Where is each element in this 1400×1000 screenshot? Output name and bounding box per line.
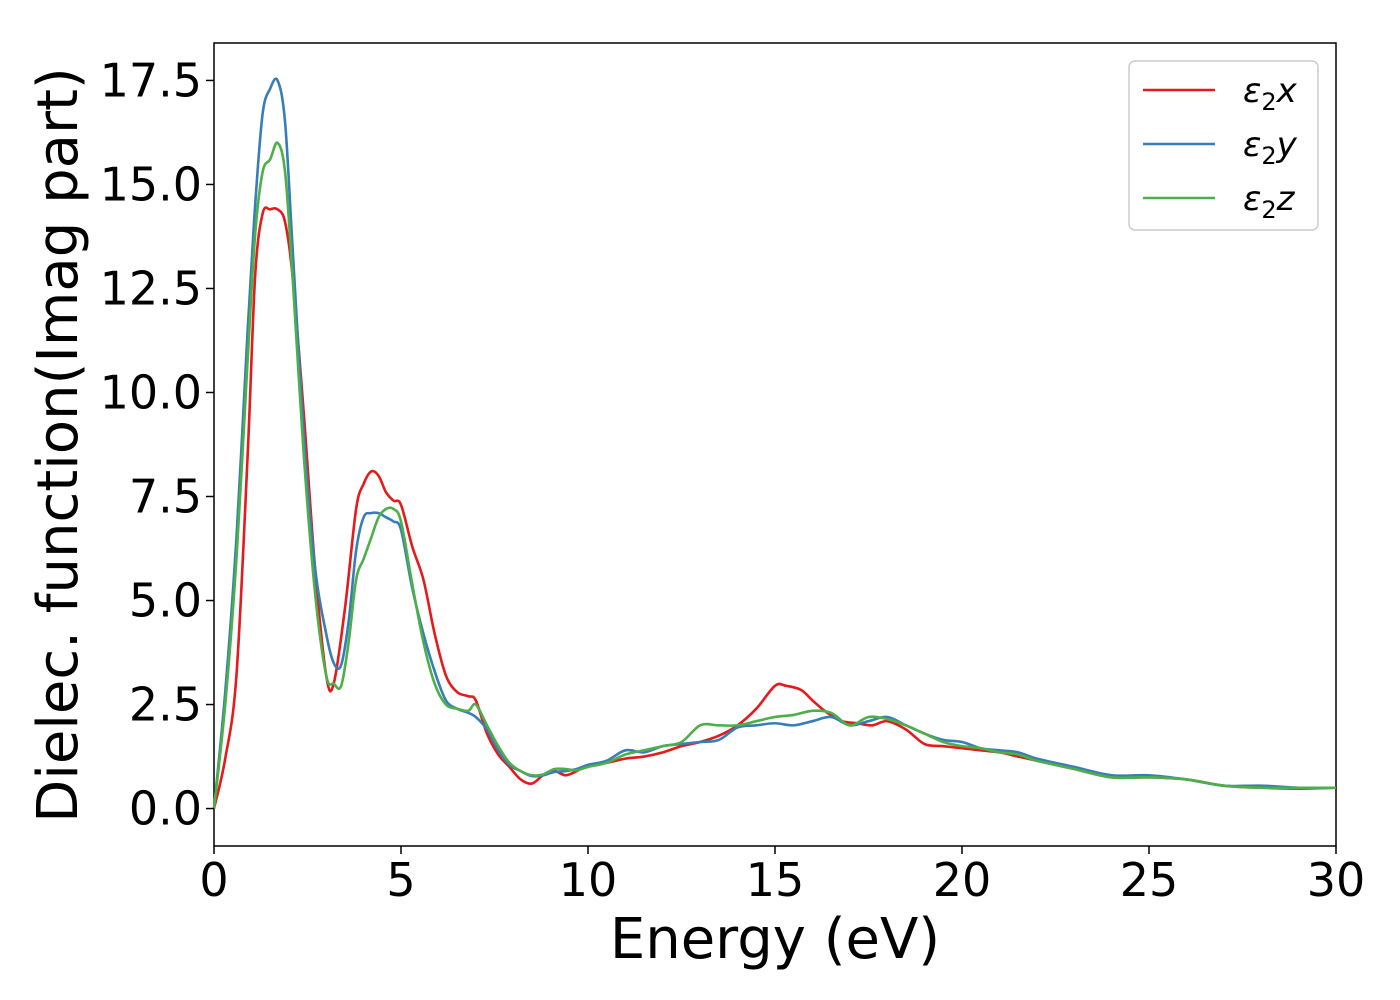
x-tick-label: 20 — [933, 853, 992, 907]
series-line-3 — [212, 141, 1336, 809]
y-tick-label: 7.5 — [129, 470, 202, 524]
series-layer — [212, 77, 1337, 809]
legend: ε2x ε2y ε2z — [1128, 60, 1319, 231]
y-tick-label: 10.0 — [100, 365, 202, 419]
x-ticks: 0 5 10 15 20 25 30 — [199, 846, 1365, 907]
x-tick-label: 25 — [1120, 853, 1179, 907]
x-tick-label: 5 — [386, 853, 415, 907]
y-tick-label: 5.0 — [129, 574, 202, 628]
y-tick-label: 17.5 — [100, 53, 202, 107]
legend-box — [1128, 60, 1319, 231]
y-ticks: 0.0 2.5 5.0 7.5 10.0 12.5 15.0 17.5 — [100, 53, 214, 836]
y-tick-label: 0.0 — [129, 782, 202, 836]
x-tick-label: 30 — [1307, 853, 1366, 907]
x-tick-label: 10 — [559, 853, 618, 907]
legend-label: ε2x — [1243, 71, 1298, 116]
x-axis-label: Energy (eV) — [610, 907, 940, 972]
y-tick-label: 2.5 — [129, 678, 202, 732]
x-tick-label: 15 — [746, 853, 805, 907]
y-tick-label: 15.0 — [100, 157, 202, 211]
y-axis-label: Dielec. function(Imag part) — [26, 67, 91, 823]
legend-label: ε2y — [1243, 125, 1298, 170]
y-tick-label: 12.5 — [100, 261, 202, 315]
legend-label: ε2z — [1243, 179, 1296, 224]
x-tick-label: 0 — [199, 853, 228, 907]
